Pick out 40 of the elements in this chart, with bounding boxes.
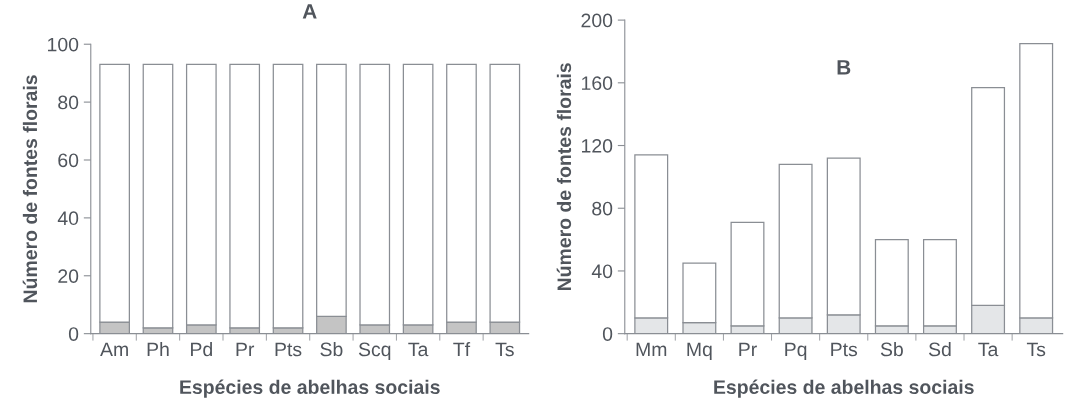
y-tick-label: 80 <box>592 201 613 216</box>
x-axis-title: Espécies de abelhas sociais <box>180 379 440 398</box>
x-tick-label: Pts <box>831 342 858 357</box>
y-tick-label: 80 <box>58 95 79 110</box>
bar <box>142 63 174 329</box>
x-tick-label: Pts <box>275 342 302 357</box>
x-tick-label: Pr <box>739 342 757 357</box>
y-tick-label: 160 <box>582 76 613 91</box>
x-tick-label: Ta <box>408 342 429 357</box>
x-tick-label: Ts <box>495 342 514 357</box>
x-tick-label: Scq <box>358 342 391 361</box>
x-tick-label: Mq <box>687 342 712 361</box>
y-tick-label: 0 <box>68 327 79 341</box>
x-tick-label: Sb <box>320 341 343 357</box>
y-tick-label: 60 <box>58 153 79 168</box>
x-tick-label: Sd <box>928 341 951 357</box>
y-tick-label: 200 <box>581 13 613 28</box>
y-tick-label: 20 <box>58 269 79 284</box>
x-tick-label: Tf <box>453 342 471 357</box>
y-tick-label: 40 <box>57 211 79 226</box>
x-axis-title: Espécies de abelhas sociais <box>714 379 974 398</box>
x-tick-label: Ph <box>147 341 169 357</box>
x-tick-label: Ta <box>978 342 999 357</box>
chart-title: A <box>302 4 317 19</box>
x-tick-label: Am <box>100 342 128 357</box>
x-tick-label: Mm <box>636 342 667 357</box>
x-tick-label: Pq <box>785 342 807 361</box>
y-tick-label: 0 <box>602 327 613 341</box>
bar <box>229 63 261 329</box>
y-tick-label: 120 <box>582 138 613 153</box>
text: B <box>837 60 851 75</box>
x-tick-label: Pd <box>191 341 212 357</box>
x-tick-label: Sb <box>880 341 903 357</box>
y-tick-label: 100 <box>48 37 79 52</box>
x-tick-label: Pr <box>236 342 255 357</box>
y-axis-title: Número de fontes florais <box>556 63 572 291</box>
y-axis-title: Número de fontes florais <box>22 75 38 303</box>
x-tick-label: Ts <box>1026 342 1046 357</box>
y-tick-label: 40 <box>591 264 613 279</box>
bar <box>272 63 304 329</box>
